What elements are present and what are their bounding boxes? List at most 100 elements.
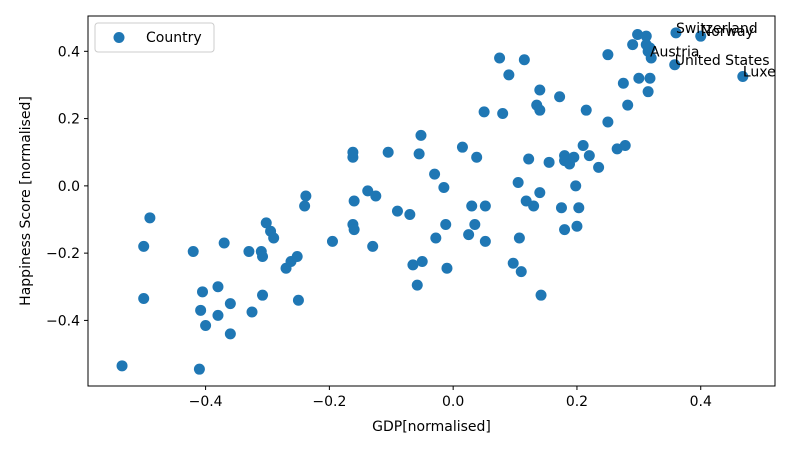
x-axis-label: GDP[normalised] <box>372 419 491 435</box>
data-point-2 <box>138 240 150 252</box>
data-point-67 <box>523 153 535 165</box>
data-point-0 <box>116 360 128 372</box>
y-tick-label-3: 0.2 <box>58 112 80 128</box>
data-point-9 <box>212 281 224 293</box>
x-tick-label-1: −0.2 <box>312 394 346 410</box>
data-point-30 <box>347 146 359 158</box>
data-point-94 <box>622 99 634 111</box>
legend-box <box>94 22 215 53</box>
data-point-102 <box>645 52 657 64</box>
data-point-71 <box>534 84 546 96</box>
data-point-72 <box>534 187 546 199</box>
y-axis-label: Happiness Score [normalised] <box>18 96 34 306</box>
data-point-57 <box>479 235 491 247</box>
data-point-13 <box>224 328 236 340</box>
data-points <box>116 27 749 375</box>
data-point-75 <box>554 91 566 103</box>
data-point-63 <box>513 232 525 244</box>
x-tick-label-0: −0.4 <box>189 394 223 410</box>
data-point-88 <box>593 161 605 173</box>
data-point-25 <box>292 294 304 306</box>
annotation-3: United States <box>675 53 770 69</box>
data-point-34 <box>362 185 374 197</box>
data-point-64 <box>515 266 527 278</box>
data-point-46 <box>430 232 442 244</box>
data-point-61 <box>507 257 519 269</box>
data-point-33 <box>348 195 360 207</box>
data-point-106 <box>670 27 682 39</box>
data-point-82 <box>570 180 582 192</box>
y-tick-label-4: 0.4 <box>58 44 80 60</box>
annotation-2: Austria <box>650 44 699 60</box>
data-point-59 <box>497 108 509 120</box>
data-point-73 <box>535 289 547 301</box>
data-point-56 <box>479 200 491 212</box>
data-point-74 <box>543 156 555 168</box>
data-point-37 <box>382 146 394 158</box>
data-point-15 <box>246 306 258 318</box>
data-point-4 <box>187 245 199 257</box>
x-tick-label-3: 0.2 <box>566 394 588 410</box>
data-point-93 <box>619 140 631 151</box>
data-point-24 <box>291 251 303 262</box>
data-point-32 <box>348 224 360 236</box>
data-point-49 <box>441 262 453 274</box>
data-point-47 <box>438 182 450 194</box>
data-point-27 <box>300 190 312 202</box>
data-point-10 <box>212 309 224 321</box>
data-point-11 <box>218 237 230 249</box>
x-tick-label-4: 0.4 <box>690 394 712 410</box>
data-point-107 <box>695 30 707 42</box>
annotation-1: Norway <box>701 24 754 40</box>
data-point-43 <box>411 279 423 291</box>
data-point-7 <box>193 363 205 375</box>
data-point-105 <box>669 59 681 71</box>
data-point-101 <box>644 42 656 54</box>
legend: Country <box>94 22 215 53</box>
data-point-95 <box>627 39 639 51</box>
x-tick-label-2: 0.0 <box>442 394 464 410</box>
data-point-42 <box>415 129 427 141</box>
data-point-96 <box>632 29 644 40</box>
data-point-81 <box>568 151 580 163</box>
data-point-52 <box>466 200 478 212</box>
data-point-50 <box>456 141 468 153</box>
data-point-26 <box>299 200 311 212</box>
data-point-83 <box>571 220 583 232</box>
data-point-54 <box>471 151 483 163</box>
data-point-97 <box>633 72 645 84</box>
data-point-3 <box>138 293 150 305</box>
y-axis-ticks: −0.4 −0.2 0.0 0.2 0.4 <box>46 44 88 329</box>
data-point-12 <box>224 298 236 310</box>
data-point-85 <box>577 140 589 151</box>
data-point-84 <box>573 202 585 214</box>
data-point-1 <box>144 212 156 224</box>
data-point-40 <box>407 259 419 271</box>
data-point-28 <box>326 235 338 247</box>
legend-marker <box>113 32 125 43</box>
data-point-8 <box>200 319 212 331</box>
data-point-76 <box>555 202 567 214</box>
data-point-35 <box>367 240 379 252</box>
annotation-4: Luxembourg <box>743 65 792 81</box>
data-point-104 <box>642 86 654 98</box>
data-point-5 <box>197 286 208 298</box>
data-point-18 <box>257 289 269 301</box>
data-point-79 <box>559 224 571 236</box>
data-point-21 <box>268 232 280 244</box>
legend-entry-country: Country <box>146 30 202 46</box>
data-point-108 <box>737 71 749 83</box>
data-point-98 <box>640 30 652 42</box>
data-point-14 <box>243 245 255 257</box>
y-tick-label-2: 0.0 <box>58 179 80 195</box>
data-point-6 <box>195 304 207 316</box>
data-point-70 <box>534 104 546 116</box>
data-point-38 <box>391 205 403 217</box>
data-point-103 <box>644 72 656 84</box>
annotation-0: Switzerland <box>676 21 758 37</box>
data-point-62 <box>512 177 524 188</box>
y-tick-label-0: −0.4 <box>46 313 80 329</box>
data-point-51 <box>463 229 475 241</box>
